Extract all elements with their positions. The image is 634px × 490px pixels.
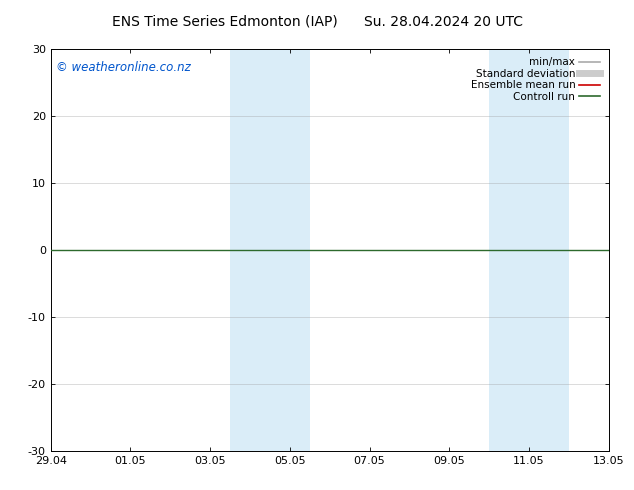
Text: ENS Time Series Edmonton (IAP)      Su. 28.04.2024 20 UTC: ENS Time Series Edmonton (IAP) Su. 28.04…	[112, 15, 522, 29]
Bar	[489, 49, 569, 451]
Bar	[230, 49, 310, 451]
Text: © weatheronline.co.nz: © weatheronline.co.nz	[56, 61, 191, 74]
Legend: min/max, Standard deviation, Ensemble mean run, Controll run: min/max, Standard deviation, Ensemble me…	[467, 54, 604, 105]
